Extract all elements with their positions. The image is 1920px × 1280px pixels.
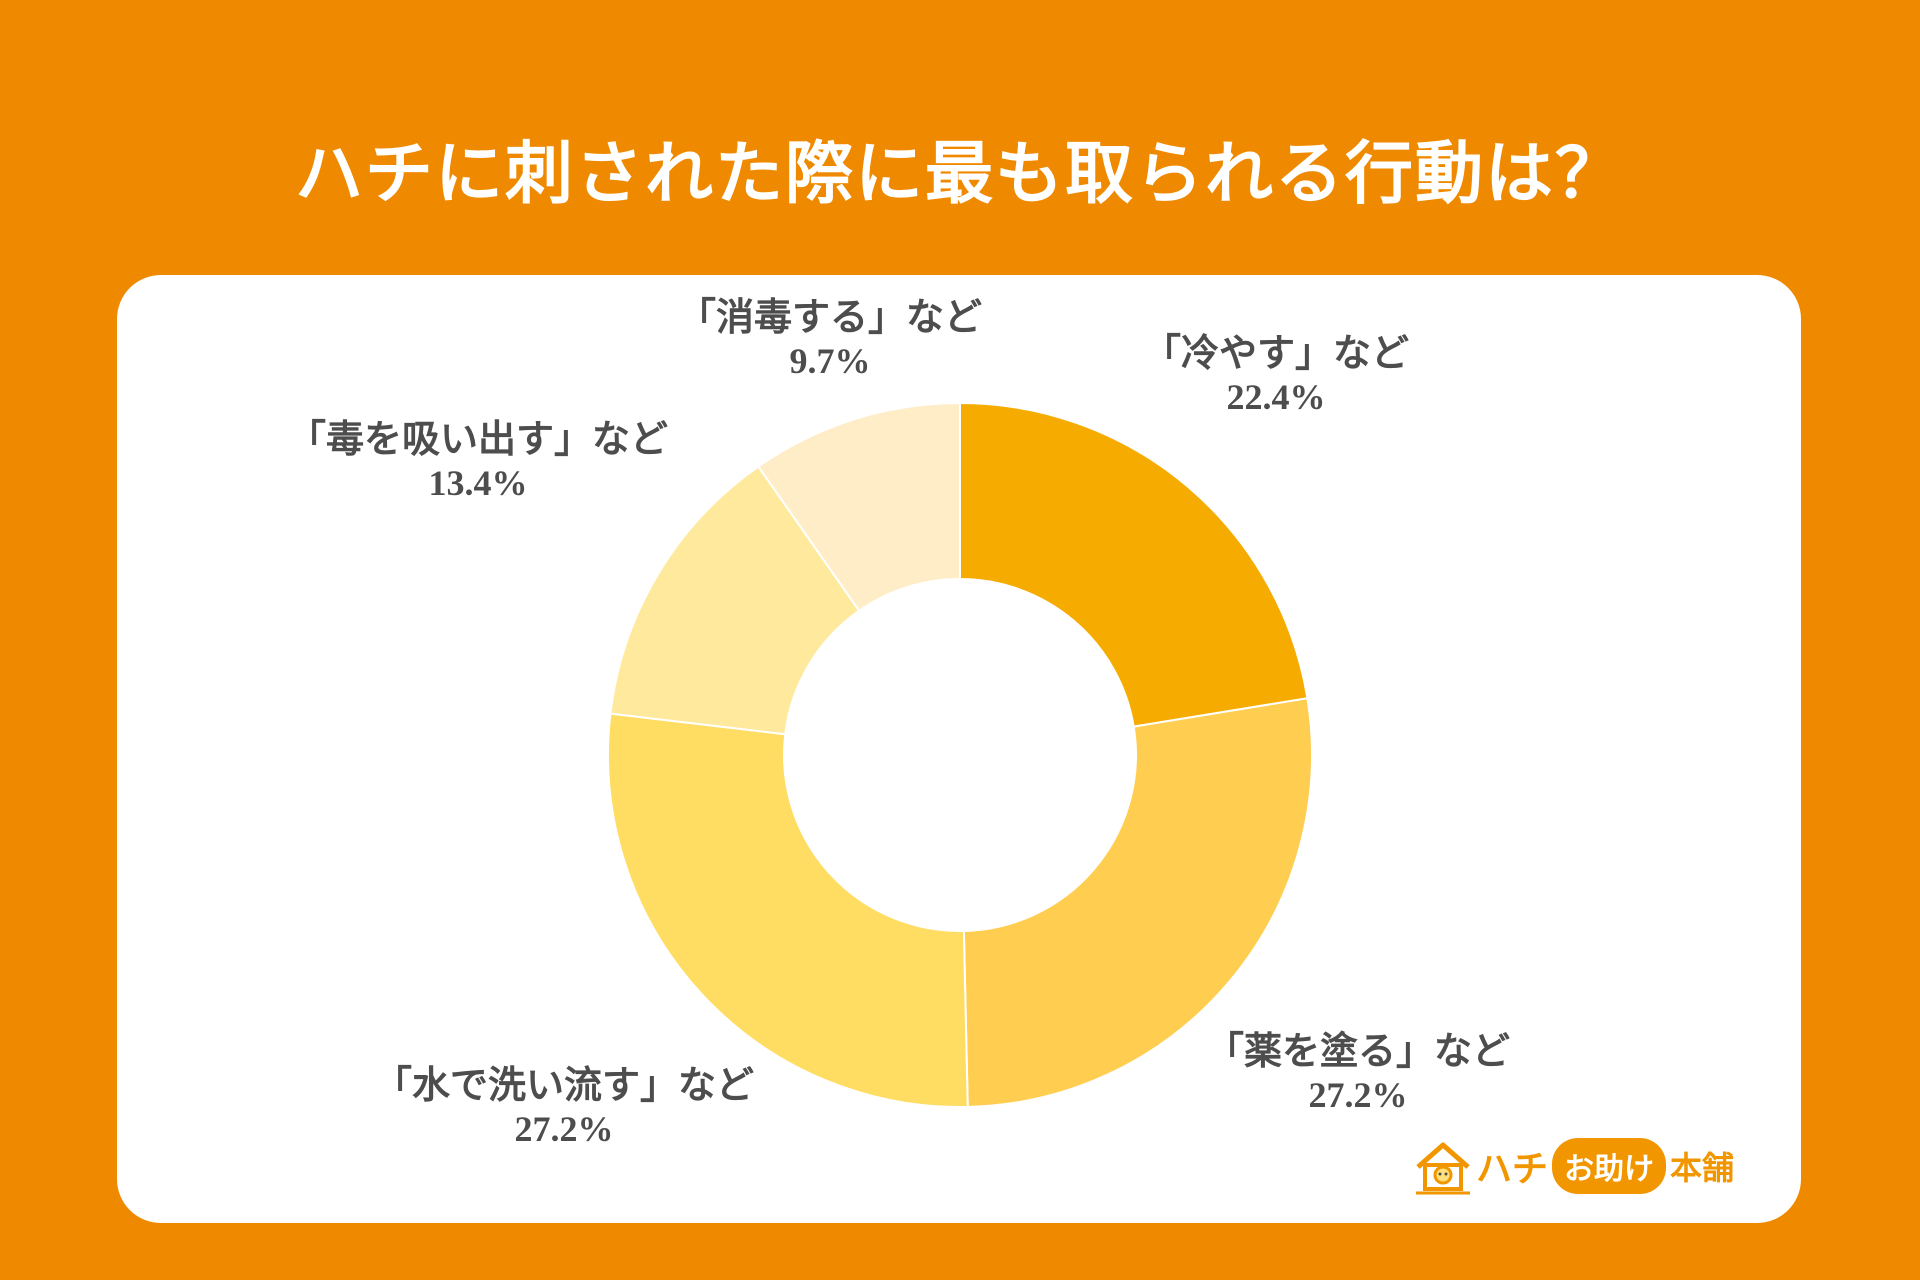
slice-name-wash: 「水で洗い流す」など [373, 1063, 754, 1107]
donut-slice-medicine [962, 697, 1313, 1108]
slice-name-cool: 「冷やす」など [1142, 331, 1409, 375]
slice-label-cool: 「冷やす」など 22.4% [976, 330, 1576, 420]
slice-value-disinfect: 9.7% [789, 341, 871, 382]
brand-logo: ハチ お助け 本舗 [1412, 1136, 1734, 1196]
slice-name-medicine: 「薬を塗る」など [1205, 1029, 1510, 1073]
slice-value-medicine: 27.2% [1308, 1075, 1408, 1116]
slice-label-medicine: 「薬を塗る」など 27.2% [1058, 1028, 1658, 1118]
house-icon [1416, 1142, 1470, 1195]
donut-slice-wash [607, 712, 969, 1108]
slice-label-disinfect: 「消毒する」など 9.7% [530, 294, 1130, 384]
slice-value-cool: 22.4% [1226, 377, 1326, 418]
slice-name-disinfect: 「消毒する」など [677, 295, 982, 339]
chart-title: ハチに刺された際に最も取られる行動は？ [294, 135, 1625, 214]
slice-value-wash: 27.2% [514, 1109, 614, 1150]
logo-text-hachi: ハチ [1476, 1149, 1549, 1190]
donut-slice-suck [609, 465, 861, 736]
slice-label-wash: 「水で洗い流す」など 27.2% [264, 1062, 864, 1152]
donut-slice-disinfect [756, 401, 961, 613]
logo-text-otasuke: お助け [1552, 1138, 1667, 1194]
donut-slice-cool [959, 401, 1309, 728]
slice-value-suck: 13.4% [428, 463, 528, 504]
slice-label-suck: 「毒を吸い出す」など 13.4% [178, 416, 778, 506]
slice-name-suck: 「毒を吸い出す」など [287, 417, 668, 461]
logo-text-honpo: 本舗 [1670, 1149, 1735, 1187]
